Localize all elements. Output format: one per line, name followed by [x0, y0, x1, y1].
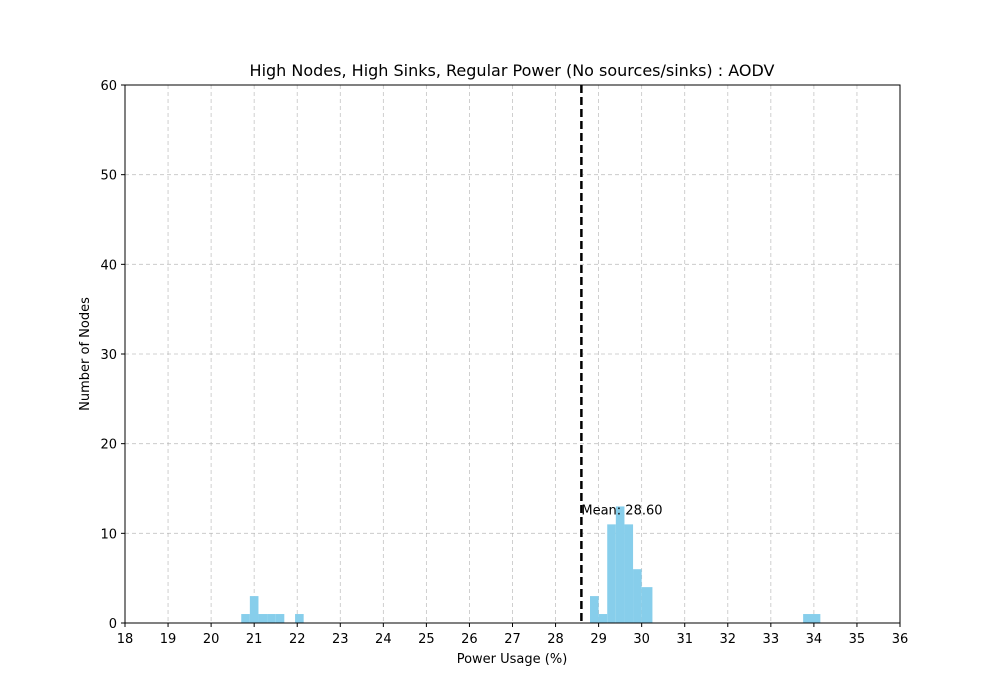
x-tick-label: 34	[806, 632, 823, 647]
x-tick-label: 18	[117, 632, 134, 647]
histogram-bar	[267, 614, 276, 623]
x-tick-label: 24	[375, 632, 392, 647]
y-tick-label: 10	[100, 527, 117, 542]
x-tick-label: 31	[676, 632, 693, 647]
y-tick-label: 0	[109, 617, 117, 632]
x-tick-label: 33	[763, 632, 780, 647]
x-tick-label: 20	[203, 632, 220, 647]
x-axis-label: Power Usage (%)	[457, 652, 568, 667]
x-tick-label: 23	[332, 632, 349, 647]
y-tick-label: 40	[100, 258, 117, 273]
x-tick-label: 19	[160, 632, 177, 647]
x-tick-label: 35	[849, 632, 866, 647]
histogram-bar	[258, 614, 268, 623]
histogram-bar	[624, 524, 634, 623]
histogram-bar	[633, 569, 642, 623]
chart-title: High Nodes, High Sinks, Regular Power (N…	[250, 61, 775, 80]
histogram-bar	[598, 614, 608, 623]
histogram-bar	[641, 587, 653, 623]
x-tick-label: 26	[461, 632, 478, 647]
plot-area: Mean: 28.60 18 19 20 21 22 23 24 25 26 27 28 29 30 31 3…	[100, 79, 908, 647]
x-tick-label: 29	[590, 632, 607, 647]
x-tick-label: 30	[633, 632, 650, 647]
histogram-bar	[607, 524, 616, 623]
y-tick-label: 60	[100, 79, 117, 94]
y-tick-label: 20	[100, 438, 117, 453]
x-tick-label: 32	[720, 632, 737, 647]
histogram-bar	[803, 614, 821, 623]
histogram-bar	[590, 596, 599, 623]
histogram-bar	[249, 596, 259, 623]
x-tick-label: 28	[547, 632, 564, 647]
y-tick-label: 50	[100, 169, 117, 184]
y-tick-label: 30	[100, 348, 117, 363]
histogram-bar	[615, 506, 625, 623]
histogram-bar	[241, 614, 250, 623]
histogram-bar	[295, 614, 304, 623]
mean-annotation: Mean: 28.60	[581, 504, 662, 519]
x-tick-label: 36	[892, 632, 909, 647]
x-tick-label: 25	[418, 632, 435, 647]
x-tick-label: 21	[246, 632, 263, 647]
histogram-bar	[275, 614, 285, 623]
x-tick-label: 27	[504, 632, 521, 647]
y-axis-label: Number of Nodes	[78, 297, 93, 411]
x-tick-label: 22	[289, 632, 306, 647]
